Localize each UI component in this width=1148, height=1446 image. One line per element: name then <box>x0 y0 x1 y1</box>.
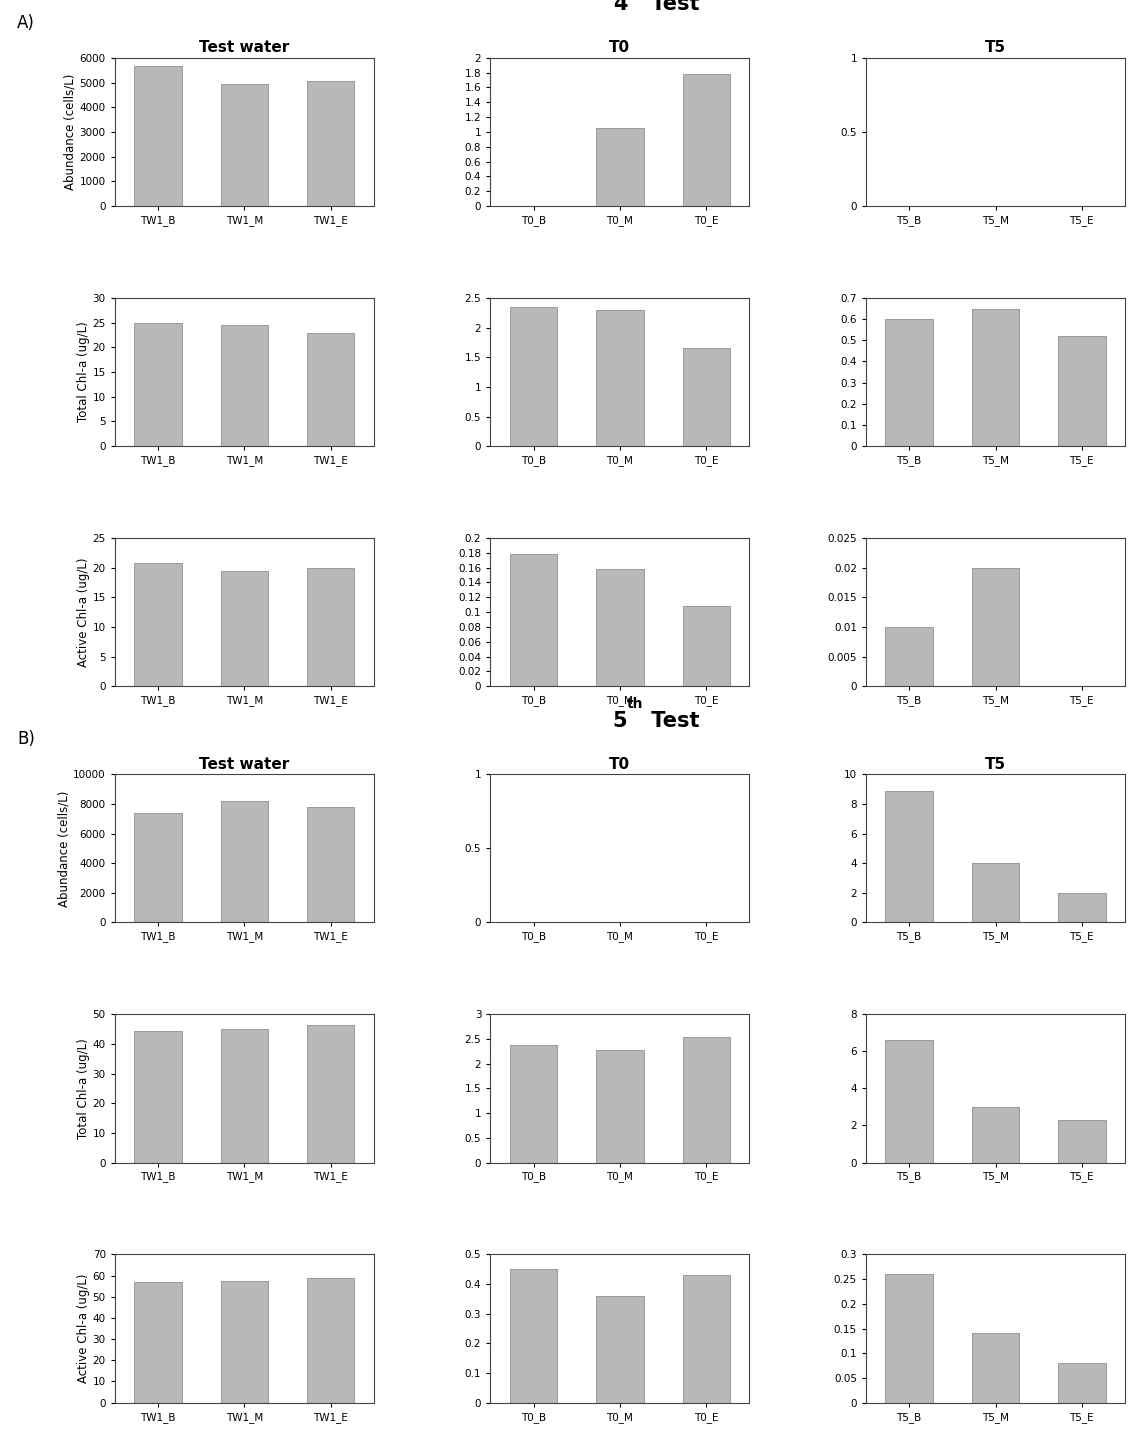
Bar <box>510 307 557 447</box>
Title: Test water: Test water <box>200 40 289 55</box>
Y-axis label: Active Chl-a (ug/L): Active Chl-a (ug/L) <box>77 557 90 667</box>
Y-axis label: Active Chl-a (ug/L): Active Chl-a (ug/L) <box>77 1274 90 1384</box>
Bar <box>596 1050 644 1163</box>
Title: T0: T0 <box>610 756 630 772</box>
Bar <box>307 807 355 923</box>
Text: B): B) <box>17 730 36 748</box>
Title: Test water: Test water <box>200 756 289 772</box>
Bar <box>220 1281 269 1403</box>
Y-axis label: Abundance (cells/L): Abundance (cells/L) <box>57 790 70 907</box>
Bar <box>1058 1364 1106 1403</box>
Bar <box>510 1045 557 1163</box>
Bar <box>885 1274 933 1403</box>
Bar <box>596 309 644 447</box>
Title: T5: T5 <box>985 40 1006 55</box>
Bar <box>683 348 730 447</box>
Text: A): A) <box>17 14 36 32</box>
Bar <box>220 1030 269 1163</box>
Bar <box>134 322 181 447</box>
Bar <box>683 74 730 205</box>
Bar <box>971 308 1019 447</box>
Bar <box>220 325 269 447</box>
Bar <box>510 1270 557 1403</box>
Bar <box>307 568 355 687</box>
Y-axis label: Abundance (cells/L): Abundance (cells/L) <box>64 74 77 189</box>
Text: th: th <box>627 697 644 711</box>
Title: T5: T5 <box>985 756 1006 772</box>
Text: Test: Test <box>644 0 699 14</box>
Text: 5: 5 <box>613 711 627 730</box>
Y-axis label: Total Chl-a (ug/L): Total Chl-a (ug/L) <box>77 321 90 422</box>
Bar <box>307 333 355 447</box>
Bar <box>220 84 269 205</box>
Bar <box>1058 892 1106 923</box>
Bar <box>1058 335 1106 447</box>
Bar <box>683 1275 730 1403</box>
Bar <box>971 568 1019 687</box>
Bar <box>885 628 933 687</box>
Bar <box>510 554 557 687</box>
Bar <box>307 1025 355 1163</box>
Bar <box>307 81 355 205</box>
Text: Test: Test <box>644 711 699 730</box>
Bar <box>134 1031 181 1163</box>
Bar <box>220 571 269 687</box>
Bar <box>134 813 181 923</box>
Bar <box>683 1037 730 1163</box>
Bar <box>683 606 730 687</box>
Bar <box>1058 1119 1106 1163</box>
Bar <box>220 801 269 923</box>
Bar <box>134 1283 181 1403</box>
Bar <box>134 67 181 205</box>
Bar <box>885 791 933 923</box>
Bar <box>596 129 644 205</box>
Text: 4: 4 <box>613 0 627 14</box>
Y-axis label: Total Chl-a (ug/L): Total Chl-a (ug/L) <box>77 1038 90 1139</box>
Bar <box>885 320 933 447</box>
Bar <box>971 1333 1019 1403</box>
Bar <box>885 1040 933 1163</box>
Title: T0: T0 <box>610 40 630 55</box>
Bar <box>307 1278 355 1403</box>
Bar <box>971 1108 1019 1163</box>
Bar <box>596 1296 644 1403</box>
Bar <box>134 562 181 687</box>
Bar <box>971 863 1019 923</box>
Bar <box>596 570 644 687</box>
